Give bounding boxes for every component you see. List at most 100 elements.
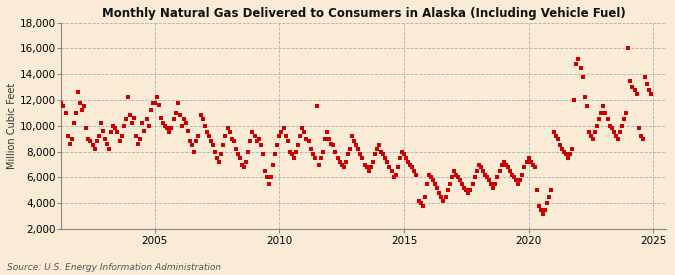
Point xyxy=(446,175,457,180)
Point xyxy=(502,165,513,169)
Point xyxy=(268,162,279,167)
Point xyxy=(407,165,418,169)
Point xyxy=(509,175,520,180)
Point xyxy=(60,111,71,115)
Point xyxy=(438,199,449,203)
Point xyxy=(602,117,613,122)
Point xyxy=(565,152,576,156)
Point xyxy=(423,173,434,177)
Point xyxy=(641,82,652,87)
Point xyxy=(477,169,488,173)
Point xyxy=(293,143,304,147)
Point xyxy=(396,149,407,154)
Point xyxy=(309,156,320,160)
Point xyxy=(504,169,515,173)
Point xyxy=(95,121,106,125)
Point xyxy=(81,126,92,131)
Point xyxy=(160,123,171,128)
Point xyxy=(585,134,596,138)
Point xyxy=(538,211,549,216)
Point xyxy=(54,77,65,81)
Point xyxy=(79,104,90,109)
Point xyxy=(625,78,636,83)
Point xyxy=(415,201,426,205)
Point xyxy=(251,139,262,144)
Point xyxy=(610,134,621,138)
Point xyxy=(66,136,77,141)
Point xyxy=(531,188,542,192)
Point xyxy=(621,111,632,115)
Point xyxy=(486,182,497,186)
Point xyxy=(376,149,387,154)
Point xyxy=(529,165,540,169)
Point xyxy=(120,117,131,122)
Point xyxy=(631,91,642,96)
Point xyxy=(98,129,109,133)
Point xyxy=(189,149,200,154)
Point xyxy=(546,188,557,192)
Point xyxy=(490,182,501,186)
Point xyxy=(70,111,81,115)
Point xyxy=(442,188,453,192)
Point xyxy=(137,121,148,125)
Point xyxy=(203,134,214,138)
Point xyxy=(143,123,154,128)
Point xyxy=(428,178,439,182)
Point xyxy=(421,182,432,186)
Point xyxy=(417,204,428,208)
Point xyxy=(284,149,295,154)
Point xyxy=(282,139,293,144)
Point xyxy=(50,129,61,133)
Point xyxy=(185,139,196,144)
Point xyxy=(365,165,376,169)
Point xyxy=(129,116,140,120)
Point xyxy=(367,160,378,164)
Point xyxy=(527,162,538,167)
Title: Monthly Natural Gas Delivered to Consumers in Alaska (Including Vehicle Fuel): Monthly Natural Gas Delivered to Consume… xyxy=(102,7,626,20)
Point xyxy=(299,130,310,134)
Point xyxy=(544,195,555,199)
Point xyxy=(552,136,563,141)
Point xyxy=(349,139,360,144)
Point xyxy=(550,134,561,138)
Point xyxy=(274,134,285,138)
Point xyxy=(272,143,283,147)
Point xyxy=(52,85,63,89)
Point xyxy=(448,169,459,173)
Point xyxy=(68,121,79,125)
Point xyxy=(434,191,445,195)
Point xyxy=(131,134,142,138)
Point xyxy=(77,108,88,112)
Point xyxy=(170,111,181,115)
Point xyxy=(596,111,607,115)
Point xyxy=(617,123,628,128)
Point xyxy=(369,152,380,156)
Point xyxy=(255,143,266,147)
Point xyxy=(112,130,123,134)
Point xyxy=(147,100,158,105)
Point xyxy=(347,134,358,138)
Point xyxy=(560,152,571,156)
Point xyxy=(226,136,237,141)
Point xyxy=(598,104,609,109)
Point xyxy=(127,121,138,125)
Point xyxy=(316,156,327,160)
Point xyxy=(623,46,634,51)
Point xyxy=(359,162,370,167)
Point xyxy=(457,182,468,186)
Point xyxy=(413,199,424,203)
Point xyxy=(124,113,135,118)
Point xyxy=(205,139,216,144)
Point xyxy=(496,162,507,167)
Point xyxy=(210,149,221,154)
Point xyxy=(488,186,499,190)
Point xyxy=(181,121,192,125)
Point xyxy=(388,175,399,180)
Point xyxy=(450,173,461,177)
Point xyxy=(473,162,484,167)
Point xyxy=(141,117,152,122)
Point xyxy=(201,130,212,134)
Point xyxy=(183,129,194,133)
Point xyxy=(355,152,366,156)
Point xyxy=(110,126,121,131)
